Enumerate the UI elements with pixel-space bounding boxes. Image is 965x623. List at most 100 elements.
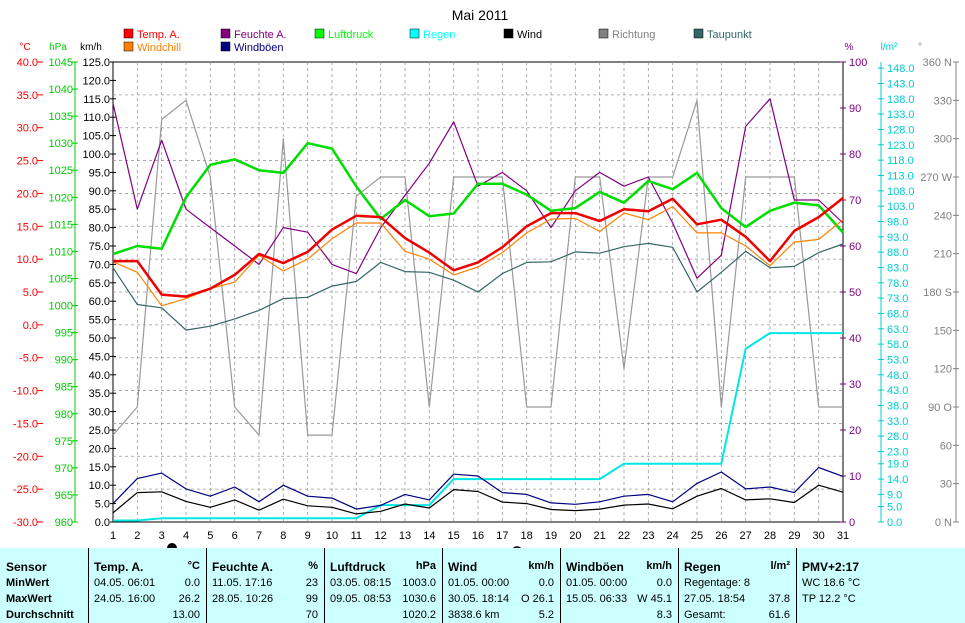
rain-tick-label: 93.0	[887, 232, 908, 244]
wind-max-value: O 26.1	[520, 593, 554, 605]
rain-tick-label: 63.0	[887, 324, 908, 336]
press-tick-label: 990	[55, 355, 73, 367]
series-line-luftdruck	[112, 141, 844, 256]
hum-tick-label: 80	[849, 149, 861, 161]
legend-swatch	[503, 28, 514, 39]
press-tick-label: 1010	[49, 246, 73, 258]
rain-tick-label: 19.0	[887, 459, 908, 471]
gust-min-time: 01.05. 00:00	[566, 577, 628, 589]
temp-tick-label: -10.0	[13, 386, 38, 398]
x-tick-label: 20	[569, 530, 581, 542]
dir-tick-label: 150	[934, 325, 952, 337]
hum-tick-label: 20	[849, 425, 861, 437]
wind-max-time: 30.05. 18:14	[448, 593, 510, 605]
x-tick-label: 27	[740, 530, 752, 542]
rain-total-value: 61.6	[768, 609, 790, 621]
legend-label: Taupunkt	[707, 29, 752, 41]
legend-label: Feuchte A.	[234, 29, 287, 41]
gust-avg-value: 8.3	[656, 609, 672, 621]
press-min-time: 03.05. 08:15	[330, 577, 392, 589]
press-tick-label: 1035	[49, 111, 73, 123]
series-line-wind	[112, 484, 844, 515]
maxwert-label: MaxWert	[6, 593, 52, 605]
wind-min-time: 01.05. 00:00	[448, 577, 510, 589]
x-tick-label: 10	[326, 530, 338, 542]
press-tick-label: 1045	[49, 57, 73, 69]
x-axis: 1 2 3 4 5 6 7 8 9 10 11 12 13 14 15 16 17 18 19 20 21 22 23 24 2…	[110, 530, 849, 542]
legend-swatch	[220, 28, 231, 39]
rain-tick-label: 123.0	[887, 140, 915, 152]
x-tick-label: 7	[256, 530, 262, 542]
dir-tick-label: 30	[940, 479, 952, 491]
legend-label: Windchill	[137, 42, 181, 54]
temp-tick-label: 0.0	[23, 320, 38, 332]
hum-tick-label: 0	[849, 517, 855, 529]
press-tick-label: 1005	[49, 273, 73, 285]
x-tick-label: 8	[280, 530, 286, 542]
series-line-regen	[113, 332, 843, 522]
temp-tick-label: -20.0	[13, 451, 38, 463]
rain-tick-label: 38.0	[887, 400, 908, 412]
rain-tick-label: 83.0	[887, 262, 908, 274]
press-avg-value: 1020.2	[402, 609, 436, 621]
temp-unit: °C	[187, 560, 200, 572]
dir-tick-label: 300	[934, 134, 952, 146]
hum-tick-label: 70	[849, 195, 861, 207]
wind-tick-label: 85.0	[89, 204, 110, 216]
durchschnitt-label: Durchschnitt	[6, 609, 74, 621]
wind-tick-label: 20.0	[89, 443, 110, 455]
temp-title: Temp. A.	[94, 560, 144, 574]
rain-tick-label: 43.0	[887, 385, 908, 397]
divider	[678, 548, 679, 623]
x-tick-label: 28	[764, 530, 776, 542]
moon-markers	[167, 543, 522, 548]
series-line-taupunkt	[112, 242, 844, 331]
rain-tick-label: 113.0	[887, 170, 914, 182]
press-tick-label: 985	[55, 382, 73, 394]
wind-tick-label: 65.0	[89, 278, 110, 290]
temp-tick-label: 20.0	[17, 188, 38, 200]
wind-unit: km/h	[528, 560, 554, 572]
minwert-label: MinWert	[6, 577, 50, 589]
legend-swatch	[123, 41, 134, 52]
press-tick-label: 1040	[49, 84, 73, 96]
x-tick-label: 9	[305, 530, 311, 542]
temp-max-value: 26.2	[178, 593, 200, 605]
press-max-value: 1030.6	[402, 593, 436, 605]
axis-unit-labels: °C hPa km/h % l/m² °	[19, 42, 922, 53]
press-tick-label: 965	[55, 490, 73, 502]
dir-tick-label: 0 N	[935, 517, 952, 529]
legend-swatch	[220, 41, 231, 52]
rain-tick-label: 48.0	[887, 370, 908, 382]
temp-tick-label: 30.0	[17, 123, 38, 135]
hum-unit: %	[308, 560, 318, 572]
gust-title: Windböen	[566, 560, 624, 574]
hum-tick-label: 30	[849, 379, 861, 391]
hum-max-time: 28.05. 10:26	[212, 593, 274, 605]
dir-tick-label: 210	[934, 249, 952, 261]
hum-min-time: 11.05. 17:16	[212, 577, 273, 589]
hum-axis-unit: %	[845, 42, 854, 53]
x-tick-label: 29	[788, 530, 800, 542]
rain-tick-label: 53.0	[887, 354, 908, 366]
chart-legend: Temp. A.Windchill Feuchte A.Windböen Luftd…	[123, 28, 752, 54]
x-tick-label: 11	[351, 530, 362, 542]
wind-tick-label: 55.0	[89, 315, 110, 327]
wind-tick-label: 95.0	[89, 167, 110, 179]
press-title: Luftdruck	[330, 560, 386, 574]
rain-tick-label: 148.0	[887, 63, 915, 75]
sensor-column: Sensor MinWert MaxWert Durchschnitt	[6, 548, 86, 623]
press-tick-label: 980	[55, 409, 73, 421]
rain-tick-label: 118.0	[887, 155, 914, 167]
rain-tick-label: 33.0	[887, 416, 908, 428]
temp-max-time: 24.05. 16:00	[94, 593, 156, 605]
press-tick-label: 995	[55, 328, 73, 340]
wind-tick-label: 90.0	[89, 186, 110, 198]
temp-tick-label: 25.0	[17, 156, 38, 168]
x-tick-label: 22	[618, 530, 630, 542]
rain-tick-label: 73.0	[887, 293, 908, 305]
rain-max-value: 37.8	[768, 593, 790, 605]
chart-title: Mai 2011	[452, 7, 509, 23]
hum-tick-label: 60	[849, 241, 861, 253]
x-tick-label: 30	[813, 530, 825, 542]
